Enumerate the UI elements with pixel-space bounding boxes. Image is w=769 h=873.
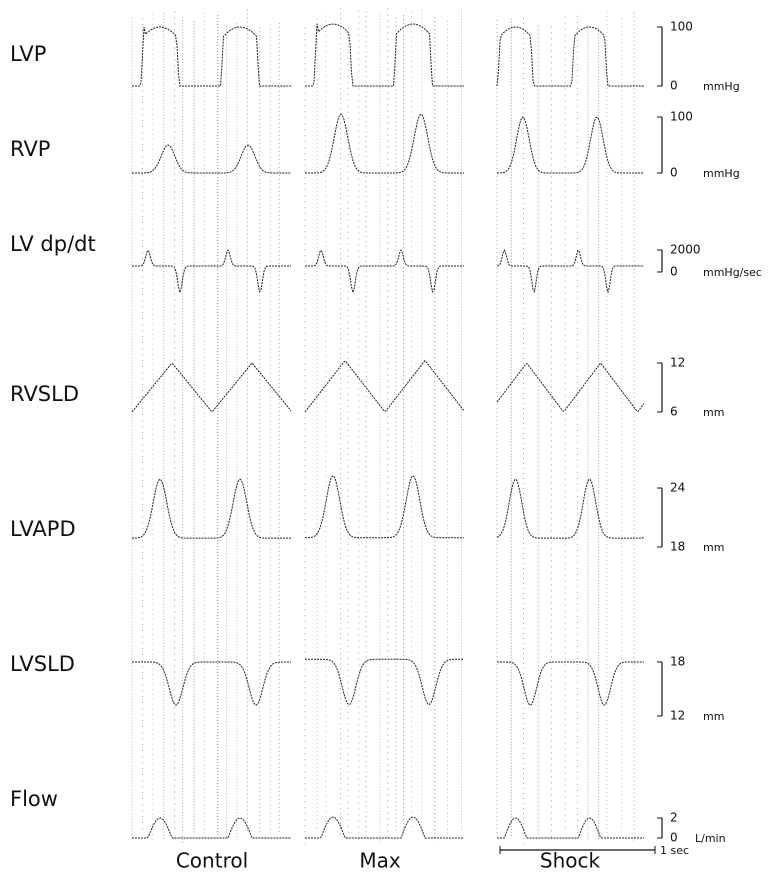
waveform <box>305 476 464 538</box>
waveform <box>305 817 464 838</box>
scale-top: 2000 <box>670 243 701 257</box>
scale-unit: mmHg/sec <box>703 266 762 279</box>
waveform <box>132 662 291 705</box>
scale-top: 100 <box>670 20 693 34</box>
scale-top: 18 <box>670 655 685 669</box>
scale-top: 24 <box>670 481 685 495</box>
waveform <box>305 114 464 173</box>
waveform <box>132 145 291 173</box>
waveform <box>497 479 644 538</box>
row-label: RVP <box>10 137 50 161</box>
waveform <box>305 24 464 86</box>
column-label: Max <box>359 849 401 873</box>
scale-top: 2 <box>670 811 678 825</box>
scale-bottom: 0 <box>670 79 678 93</box>
scale-unit: mmHg <box>703 167 740 180</box>
recording-background <box>132 8 634 844</box>
figure: LVP 100 0 mmHg RVP 100 0 mmHg LV dp/dt 2000 0 mmHg/… <box>0 0 769 873</box>
waveform <box>305 361 464 412</box>
waveform <box>132 363 291 412</box>
waveform <box>497 250 644 292</box>
row-label: LVP <box>10 42 46 66</box>
waveform <box>305 659 464 704</box>
waveform <box>497 818 644 838</box>
waveform <box>132 818 291 838</box>
scale-unit: mm <box>703 710 724 723</box>
waveform <box>132 250 291 292</box>
scale-unit: mm <box>703 541 724 554</box>
waveform <box>497 27 644 86</box>
row-label: Flow <box>10 787 58 811</box>
column-label: Shock <box>540 849 601 873</box>
scale-unit: mm <box>703 406 724 419</box>
scale-bottom: 0 <box>670 831 678 845</box>
scale-bottom: 0 <box>670 265 678 279</box>
scale-unit: L/min <box>695 832 726 845</box>
row-label: RVSLD <box>10 382 79 406</box>
scale-bottom: 0 <box>670 166 678 180</box>
waveform <box>497 117 644 173</box>
scale-top: 100 <box>670 110 693 124</box>
row-label: LV dp/dt <box>10 232 96 256</box>
waveform <box>132 27 291 86</box>
scale-top: 12 <box>670 356 685 370</box>
column-label: Control <box>176 849 248 873</box>
scale-bottom: 12 <box>670 709 685 723</box>
scale-bottom: 6 <box>670 405 678 419</box>
time-label: 1 sec <box>660 844 689 857</box>
waveform <box>132 479 291 538</box>
scale-unit: mmHg <box>703 80 740 93</box>
scale-bottom: 18 <box>670 540 685 554</box>
row-label: LVSLD <box>10 652 75 676</box>
waveform <box>305 250 464 292</box>
row-label: LVAPD <box>10 517 76 541</box>
